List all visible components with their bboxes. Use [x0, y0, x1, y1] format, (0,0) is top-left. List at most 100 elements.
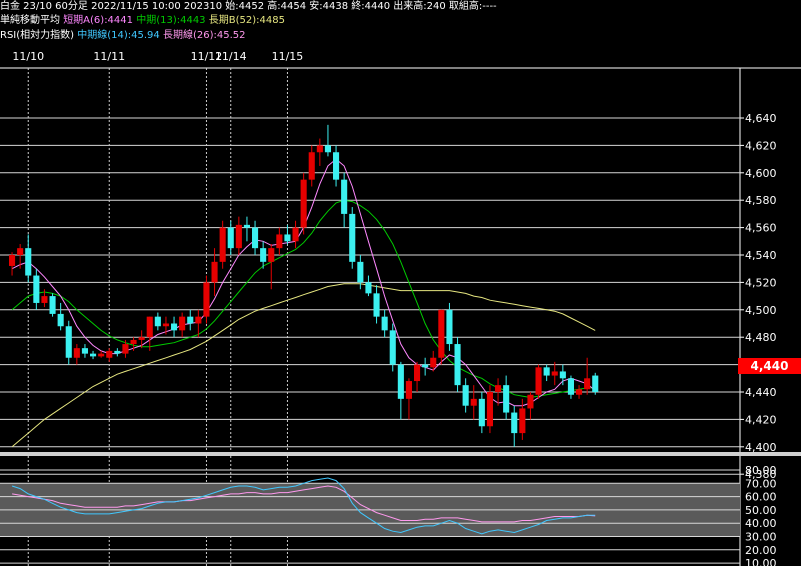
price-tick-label: 4,600: [745, 167, 777, 180]
candle-up: [130, 339, 137, 345]
candle-down: [422, 364, 429, 368]
candle-down: [462, 385, 469, 406]
candle-down: [592, 375, 599, 392]
candle-up: [41, 296, 48, 303]
rsi-tick-label: 80.00: [745, 464, 777, 477]
date-label: 11/11: [93, 50, 125, 63]
candle-down: [57, 313, 64, 327]
candle-down: [333, 152, 340, 180]
candle-down: [171, 323, 178, 331]
candle-down: [381, 316, 388, 331]
legend-ma-mid: 中期(13):4443: [136, 15, 206, 26]
candle-up: [73, 348, 80, 358]
rsi-mid-line: [11, 477, 596, 535]
candle-up: [203, 282, 210, 317]
candle-down: [187, 316, 194, 324]
candle-down: [543, 367, 550, 376]
date-label: 11/15: [272, 50, 304, 63]
rsi-tick-label: 20.00: [745, 544, 777, 557]
candle-down: [341, 179, 348, 214]
candle-down: [65, 326, 72, 358]
price-tick-label: 4,400: [745, 441, 777, 454]
candle-down: [373, 293, 380, 317]
candle-up: [486, 392, 493, 427]
candle-down: [559, 371, 566, 379]
candle-up: [308, 152, 315, 180]
header-ma-legend: 単純移動平均 短期A(6):4441 中期(13):4443 長期B(52):4…: [0, 14, 285, 28]
rsi-tick-label: 70.00: [745, 477, 777, 490]
candle-up: [551, 371, 558, 376]
candle-down: [446, 309, 453, 345]
candle-up: [211, 261, 218, 283]
rsi-tick-label: 50.00: [745, 504, 777, 517]
price-axis: 4,640 4,620 4,600 4,580 4,560 4,540 4,520 4,500…: [740, 112, 777, 481]
candle-up: [195, 316, 202, 324]
candle-up: [219, 227, 226, 262]
legend-rsi-long: 長期線(26):45.52: [162, 30, 246, 41]
candle-down: [90, 353, 97, 357]
price-tick-label: 4,640: [745, 112, 777, 125]
candle-up: [414, 364, 421, 382]
date-label: 11/12: [191, 50, 223, 63]
candle-up: [438, 309, 445, 358]
legend-ma-short: 短期A(6):4441: [63, 15, 134, 26]
candle-down: [511, 412, 518, 434]
candle-up: [405, 381, 412, 399]
candle-down: [227, 227, 234, 249]
price-tick-label: 4,480: [745, 331, 777, 344]
candle-down: [357, 261, 364, 283]
candle-up: [17, 248, 24, 255]
rsi-tick-label: 60.00: [745, 491, 777, 504]
ma-legend-title: 単純移動平均: [0, 15, 60, 26]
candle-up: [576, 389, 583, 395]
header-quote-line: 白金 23/10 60分足 2022/11/15 10:00 202310 始:…: [0, 1, 497, 12]
candle-up: [584, 378, 591, 390]
price-tick-label: 4,580: [745, 194, 777, 207]
candle-down: [81, 348, 88, 354]
candle-down: [154, 316, 161, 327]
candle-up: [98, 353, 105, 357]
rsi-tick-label: 40.00: [745, 517, 777, 530]
current-price-badge: 4,440: [738, 358, 801, 374]
candle-down: [49, 296, 56, 314]
candle-up: [470, 398, 477, 406]
candle-up: [430, 357, 437, 368]
candle-up: [519, 408, 526, 434]
candle-down: [25, 248, 32, 276]
candle-up: [268, 248, 275, 262]
candle-up: [495, 385, 502, 392]
candle-down: [243, 224, 250, 228]
date-label: 11/10: [12, 50, 44, 63]
candle-up: [535, 367, 542, 395]
candle-down: [454, 344, 461, 386]
candle-up: [316, 145, 323, 153]
price-tick-label: 4,540: [745, 249, 777, 262]
candle-down: [252, 227, 259, 249]
candle-up: [122, 344, 129, 354]
candle-up: [276, 234, 283, 249]
candle-up: [106, 350, 113, 358]
candle-up: [300, 179, 307, 228]
price-tick-label: 4,420: [745, 413, 777, 426]
candle-up: [138, 337, 145, 340]
candle-down: [389, 330, 396, 365]
candle-up: [292, 227, 299, 242]
price-tick-label: 4,440: [745, 386, 777, 399]
candle-down: [478, 398, 485, 427]
candlesticks: [9, 124, 599, 447]
legend-ma-long: 長期B(52):4485: [208, 15, 285, 26]
rsi-long-line: [12, 485, 596, 523]
rsi-legend-title: RSI(相対力指数): [0, 30, 75, 41]
header-rsi-legend: RSI(相対力指数) 中期線(14):45.94 長期線(26):45.52: [0, 29, 246, 43]
legend-rsi-mid: 中期線(14):45.94: [77, 30, 160, 41]
ma-long-line: [11, 283, 596, 448]
candle-down: [33, 275, 40, 303]
price-tick-label: 4,380: [745, 468, 777, 481]
candle-down: [260, 248, 267, 262]
candle-up: [179, 316, 186, 331]
candle-up: [162, 323, 169, 327]
candle-up: [235, 224, 242, 249]
date-label: 11/14: [215, 50, 247, 63]
